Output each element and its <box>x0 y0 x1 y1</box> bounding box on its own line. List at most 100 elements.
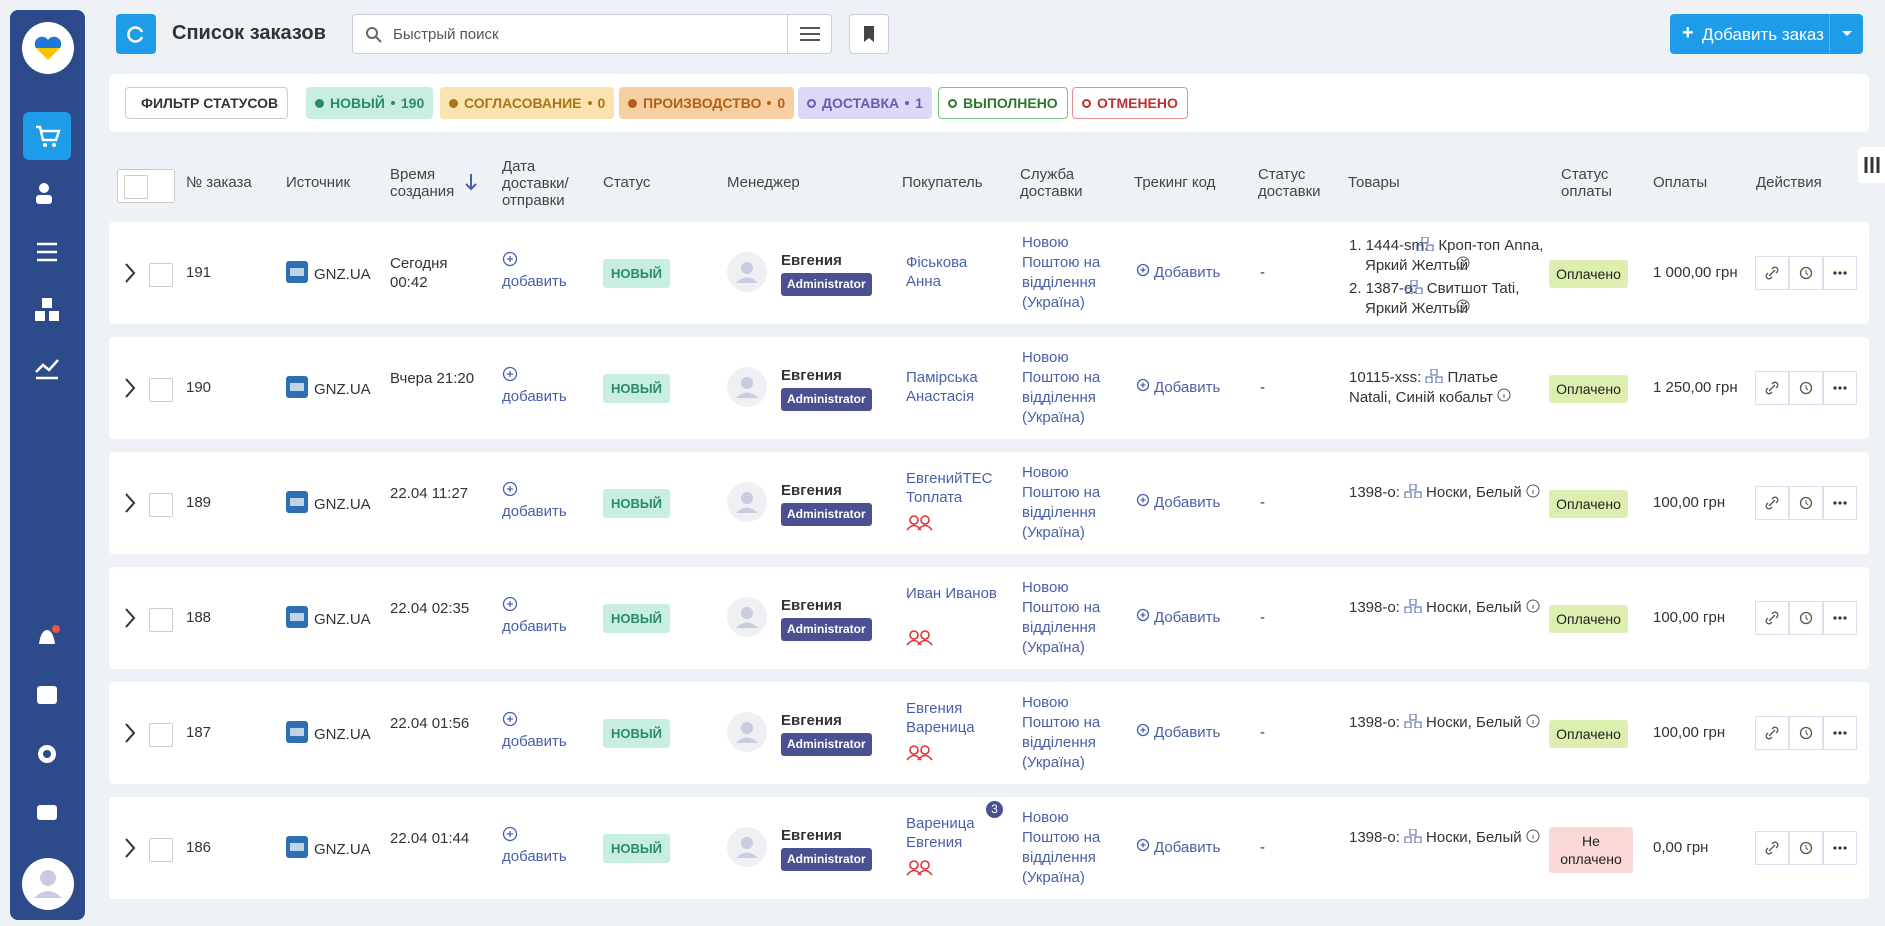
source-logo <box>286 261 308 288</box>
delivery-date[interactable]: добавить <box>502 826 582 866</box>
buyer-name[interactable]: Вареница Евгения <box>906 815 975 851</box>
select-all[interactable] <box>117 169 175 203</box>
checkbox[interactable] <box>124 175 148 199</box>
buyer-name[interactable]: Евгения Вареница <box>906 700 975 736</box>
search-placeholder: Быстрый поиск <box>393 26 499 43</box>
row-checkbox[interactable] <box>149 723 173 747</box>
status-chip[interactable]: ПРОИЗВОДСТВО 0 <box>619 87 795 119</box>
row-checkbox[interactable] <box>149 838 173 862</box>
add-icon <box>1136 838 1150 857</box>
status-dot <box>807 98 816 108</box>
delivery-date[interactable]: добавить <box>502 366 582 406</box>
history-action[interactable] <box>1789 486 1823 520</box>
more-action[interactable] <box>1823 716 1857 750</box>
delivery-service: Новою Поштою на відділення (Україна) <box>1022 579 1101 656</box>
more-action[interactable] <box>1823 601 1857 635</box>
order-items: 1398-o: Носки, Белый <box>1349 483 1544 507</box>
nav-products[interactable] <box>23 286 71 334</box>
order-status: НОВЫЙ <box>603 489 670 518</box>
repeat-buyer-icon <box>906 515 934 535</box>
user-avatar[interactable] <box>22 858 74 910</box>
link-action[interactable] <box>1755 716 1789 750</box>
expand-toggle <box>123 262 137 288</box>
nav-settings[interactable] <box>23 730 71 778</box>
add-order-button[interactable]: + Добавить заказ <box>1670 14 1863 54</box>
row-checkbox[interactable] <box>149 378 173 402</box>
add-icon <box>1136 263 1150 282</box>
order-status: НОВЫЙ <box>603 604 670 633</box>
buyer-name[interactable]: ЕвгенийТЕС Топлата <box>906 470 993 506</box>
buyer-name[interactable]: Иван Иванов <box>906 585 997 602</box>
row-checkbox[interactable] <box>149 608 173 632</box>
tracking-code[interactable]: Добавить <box>1136 838 1220 857</box>
delivery-date[interactable]: добавить <box>502 711 582 751</box>
columns-toggle[interactable] <box>1858 147 1885 183</box>
add-order-dropdown[interactable] <box>1829 14 1863 54</box>
refresh-button[interactable] <box>116 14 156 54</box>
manager-avatar <box>727 367 767 411</box>
buyer-name[interactable]: Памірська Анастасія <box>906 369 978 405</box>
add-icon <box>502 251 518 272</box>
status-chip[interactable]: СОГЛАСОВАНИЕ 0 <box>440 87 615 119</box>
tracking-code[interactable]: Добавить <box>1136 608 1220 627</box>
order-source: GNZ.UA <box>286 261 371 288</box>
status-chip[interactable]: НОВЫЙ 190 <box>306 87 434 119</box>
more-action[interactable] <box>1823 831 1857 865</box>
nav-clients[interactable] <box>23 170 71 218</box>
history-action[interactable] <box>1789 601 1823 635</box>
payment-amount: 100,00 грн <box>1653 494 1726 511</box>
tracking-code[interactable]: Добавить <box>1136 493 1220 512</box>
search-input[interactable]: Быстрый поиск <box>352 14 832 54</box>
nav-analytics[interactable] <box>23 344 71 392</box>
manager-name: Евгения <box>781 367 842 384</box>
buyer-name[interactable]: Фіськова Анна <box>906 254 968 290</box>
product-icon <box>1404 828 1422 848</box>
status-chip[interactable]: ВЫПОЛНЕНО <box>938 87 1068 119</box>
search-settings[interactable] <box>787 15 831 53</box>
status-chip[interactable]: ДОСТАВКА 1 <box>798 87 932 119</box>
history-action[interactable] <box>1789 256 1823 290</box>
item: 10115-xss: Платье Natali, Синій кобальт <box>1349 368 1544 407</box>
history-action[interactable] <box>1789 371 1823 405</box>
bookmark-button[interactable] <box>849 14 889 54</box>
row-checkbox[interactable] <box>149 263 173 287</box>
order-row: 186 GNZ.UA 22.04 01:44 добавить НОВЫЙ Евгения… <box>109 797 1869 899</box>
nav-wallet[interactable] <box>23 788 71 836</box>
filter-label[interactable]: ФИЛЬТР СТАТУСОВ <box>125 87 289 119</box>
history-action[interactable] <box>1789 831 1823 865</box>
add-icon <box>1136 378 1150 397</box>
column-header: Товары <box>1348 174 1400 191</box>
history-action[interactable] <box>1789 716 1823 750</box>
tracking-code[interactable]: Добавить <box>1136 263 1220 282</box>
column-header: Покупатель <box>902 174 983 191</box>
delivery-date[interactable]: добавить <box>502 251 582 291</box>
link-action[interactable] <box>1755 256 1789 290</box>
status-chip[interactable]: ОТМЕНЕНО <box>1072 87 1188 119</box>
manager-avatar <box>727 597 767 641</box>
tracking-code[interactable]: Добавить <box>1136 378 1220 397</box>
sort-icon <box>463 172 479 196</box>
delivery-date[interactable]: добавить <box>502 481 582 521</box>
status-name: СОГЛАСОВАНИЕ <box>464 95 582 111</box>
add-icon <box>502 481 518 502</box>
nav-orders[interactable] <box>23 112 71 160</box>
link-action[interactable] <box>1755 371 1789 405</box>
more-action[interactable] <box>1823 486 1857 520</box>
more-action[interactable] <box>1823 256 1857 290</box>
status-count: 1 <box>915 95 923 111</box>
link-action[interactable] <box>1755 601 1789 635</box>
more-action[interactable] <box>1823 371 1857 405</box>
link-action[interactable] <box>1755 831 1789 865</box>
column-header: Источник <box>286 174 351 191</box>
payment-amount: 100,00 грн <box>1653 609 1726 626</box>
nav-notifications[interactable] <box>23 614 71 662</box>
product-icon <box>1416 236 1434 256</box>
row-checkbox[interactable] <box>149 493 173 517</box>
link-action[interactable] <box>1755 486 1789 520</box>
nav-tasks[interactable] <box>23 228 71 276</box>
delivery-date[interactable]: добавить <box>502 596 582 636</box>
delivery-date-link: добавить <box>502 733 567 750</box>
nav-help[interactable] <box>23 672 71 720</box>
order-status: НОВЫЙ <box>603 834 670 863</box>
tracking-code[interactable]: Добавить <box>1136 723 1220 742</box>
